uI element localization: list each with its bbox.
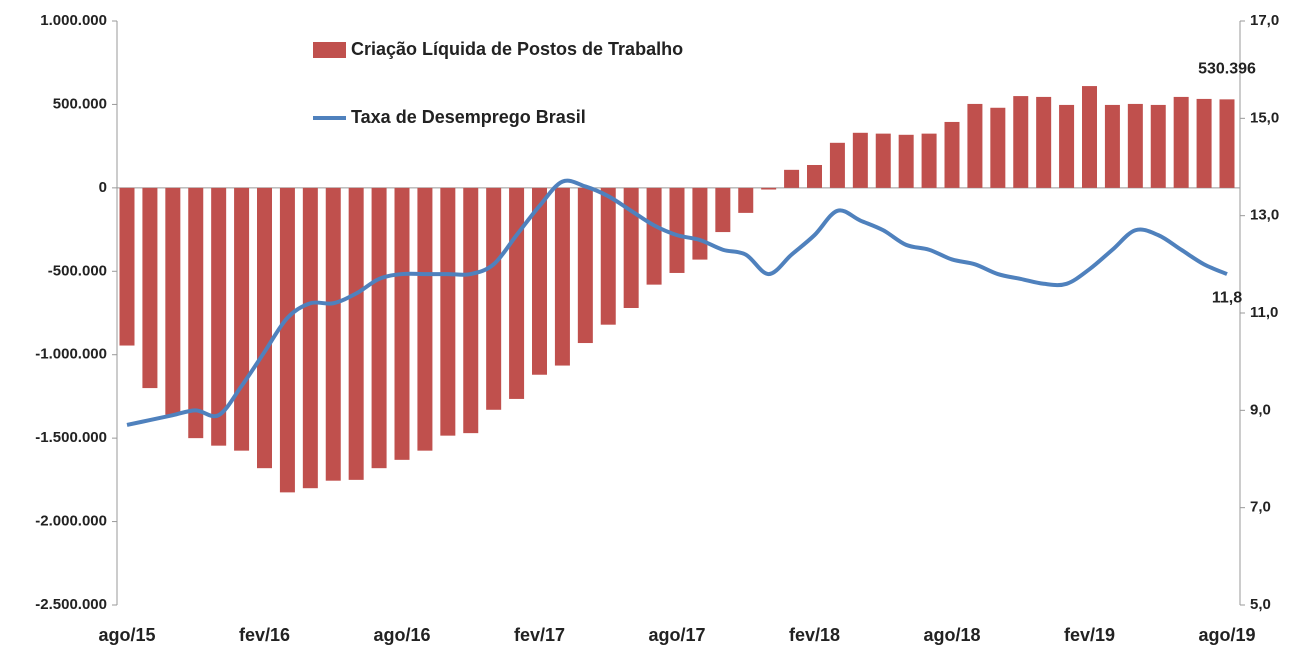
- x-tick-label: ago/15: [98, 625, 155, 645]
- bar: [1082, 86, 1097, 188]
- bar: [692, 187, 708, 260]
- bar: [302, 187, 318, 489]
- bar: [761, 187, 777, 190]
- x-tick-label: ago/17: [648, 625, 705, 645]
- bar: [600, 187, 616, 325]
- y2-tick-label: 13,0: [1250, 207, 1279, 224]
- bar: [1219, 99, 1235, 188]
- y-tick-label: -1.000.000: [35, 346, 107, 363]
- bar: [486, 187, 502, 410]
- legend-label: Taxa de Desemprego Brasil: [351, 107, 586, 127]
- bar: [577, 187, 593, 344]
- bar: [807, 164, 822, 188]
- bar: [1127, 103, 1143, 188]
- bar: [211, 187, 227, 446]
- bar: [554, 187, 570, 366]
- y-tick-label: -2.000.000: [35, 513, 107, 530]
- bar: [509, 187, 525, 399]
- bar: [646, 187, 662, 285]
- bar: [371, 187, 387, 469]
- x-tick-label: ago/18: [923, 625, 980, 645]
- bar: [234, 187, 250, 451]
- y2-tick-label: 7,0: [1250, 499, 1271, 516]
- bar: [257, 187, 272, 469]
- bar: [417, 187, 433, 451]
- y2-tick-label: 9,0: [1250, 401, 1271, 418]
- bar: [829, 142, 845, 188]
- bar: [188, 187, 204, 439]
- bar: [119, 187, 135, 346]
- bar: [1173, 96, 1189, 188]
- data-label: 11,8: [1212, 289, 1242, 306]
- x-tick-label: ago/19: [1198, 625, 1255, 645]
- bar: [142, 187, 158, 389]
- bar: [944, 121, 960, 188]
- bar: [990, 107, 1006, 188]
- bar: [921, 133, 937, 188]
- x-tick-label: fev/17: [514, 625, 565, 645]
- bar: [1013, 96, 1029, 188]
- bar: [1036, 96, 1052, 188]
- x-tick-label: fev/18: [789, 625, 840, 645]
- bar: [279, 187, 295, 493]
- x-tick-label: fev/19: [1064, 625, 1115, 645]
- legend-label: Criação Líquida de Postos de Trabalho: [351, 39, 683, 59]
- y2-tick-label: 15,0: [1250, 109, 1279, 126]
- bar: [394, 187, 410, 460]
- line: [126, 178, 1228, 427]
- x-tick-label: ago/16: [373, 625, 430, 645]
- bar: [165, 187, 181, 415]
- bar: [463, 187, 479, 434]
- bar: [967, 103, 983, 188]
- bar: [738, 187, 754, 213]
- y-tick-label: 1.000.000: [40, 12, 107, 29]
- y-tick-label: -500.000: [48, 262, 107, 279]
- bar: [325, 187, 341, 481]
- y-tick-label: -1.500.000: [35, 429, 107, 446]
- y2-tick-label: 11,0: [1250, 304, 1278, 321]
- bar: [669, 187, 685, 273]
- bar: [1150, 104, 1166, 188]
- bar: [1104, 104, 1120, 188]
- y-tick-label: 500.000: [53, 95, 107, 112]
- bar: [898, 134, 914, 188]
- bar: [784, 169, 800, 188]
- bar: [532, 187, 547, 375]
- bar: [715, 187, 731, 233]
- bar: [623, 187, 639, 308]
- bar: [348, 187, 364, 480]
- bar: [875, 133, 891, 188]
- data-label: 530.396: [1198, 61, 1256, 78]
- bar: [1196, 98, 1212, 188]
- y-tick-label: 0: [99, 179, 107, 196]
- y-tick-label: -2.500.000: [35, 596, 107, 613]
- y2-tick-label: 17,0: [1250, 12, 1279, 29]
- legend-swatch: [313, 42, 346, 58]
- bar: [440, 187, 456, 436]
- y2-tick-label: 5,0: [1250, 596, 1271, 613]
- x-tick-label: fev/16: [239, 625, 290, 645]
- bar: [1059, 104, 1075, 188]
- bar: [852, 132, 868, 188]
